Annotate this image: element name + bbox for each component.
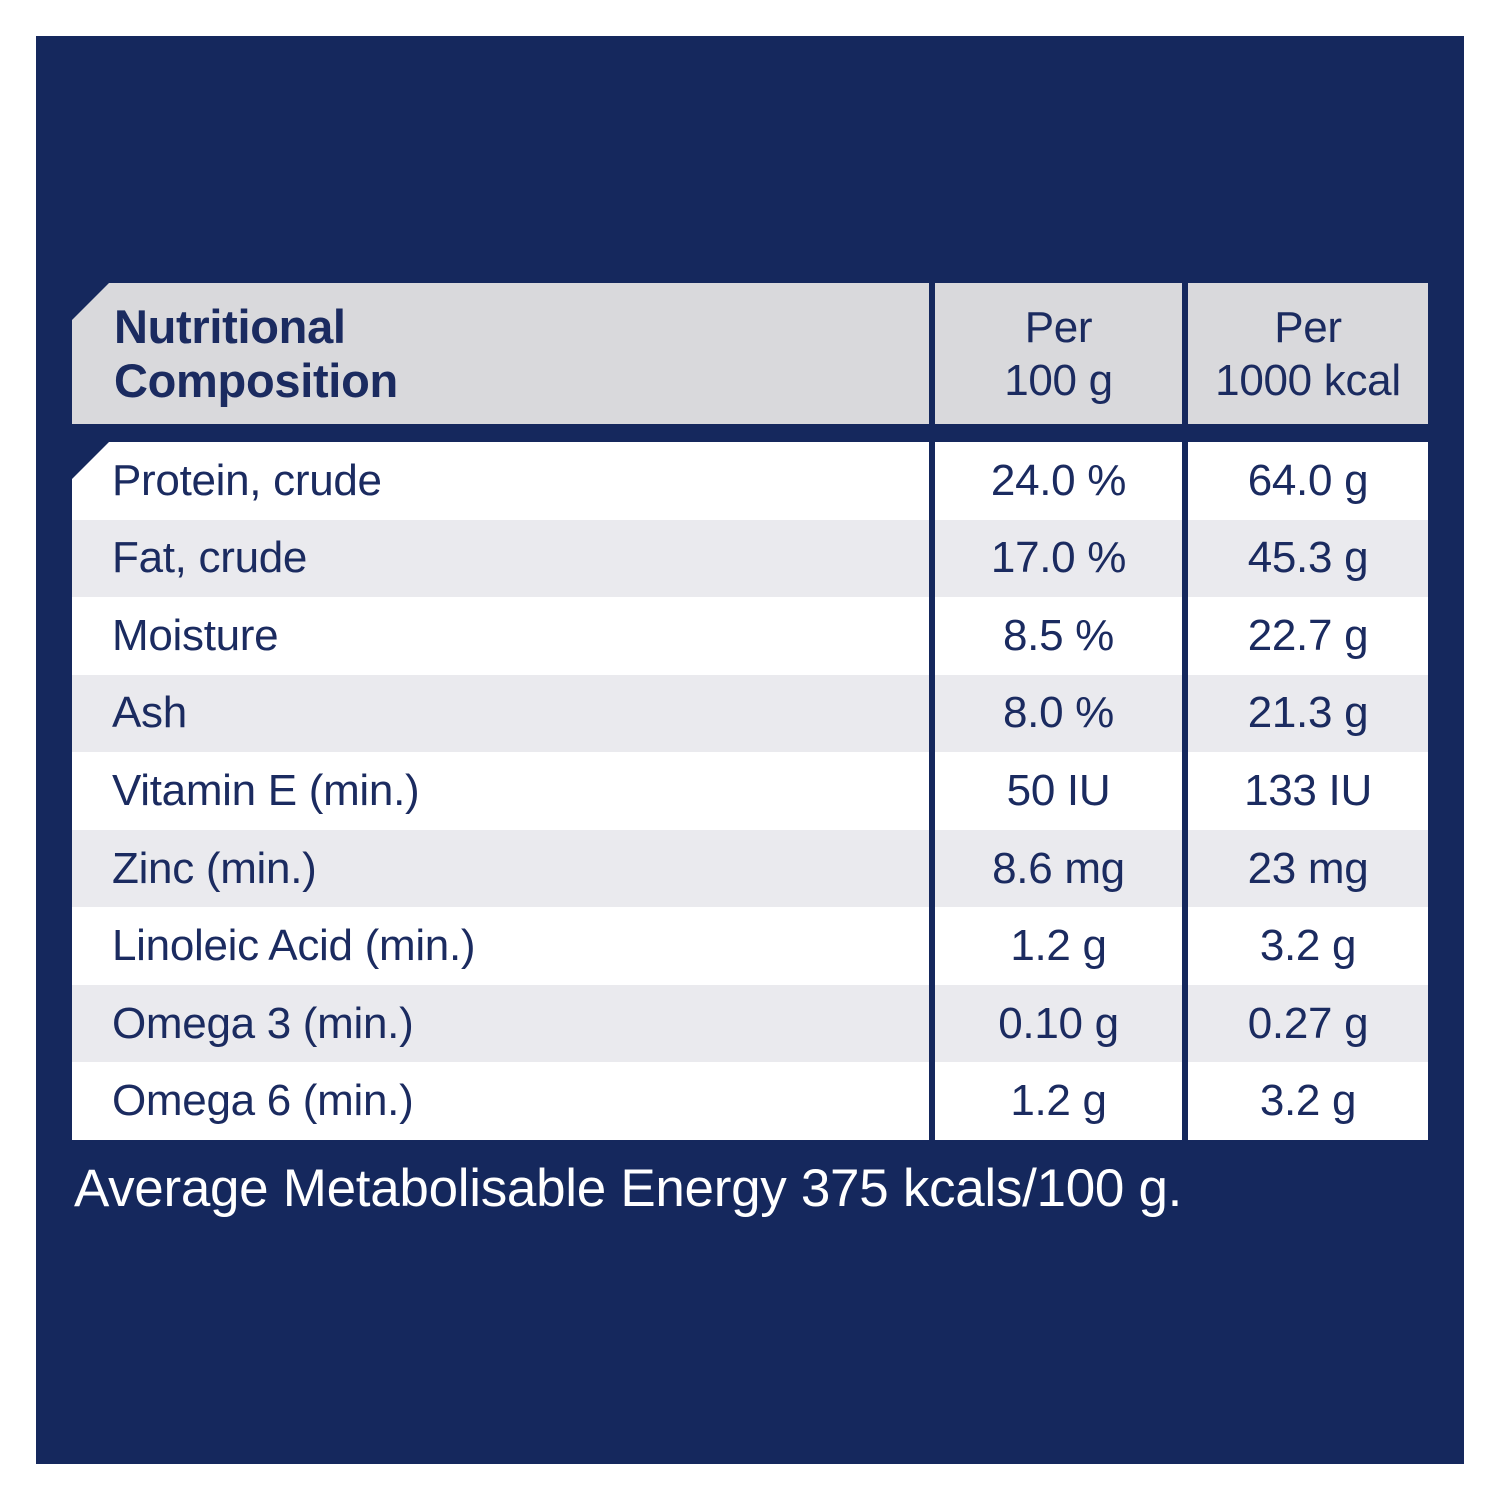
column-divider (1182, 442, 1188, 520)
header-per-1000kcal-cell: Per 1000 kcal (1188, 283, 1428, 424)
table-header: Nutritional Composition Per 100 g Per 10… (72, 283, 1428, 424)
column-divider (1182, 1062, 1188, 1140)
column-divider (1182, 597, 1188, 675)
per-1000kcal-value: 21.3 g (1188, 674, 1428, 753)
table-row: Vitamin E (min.) 50 IU 133 IU (72, 752, 1428, 830)
table-row: Moisture 8.5 % 22.7 g (72, 597, 1428, 675)
per-1000kcal-value: 133 IU (1188, 752, 1428, 830)
nutrient-label: Linoleic Acid (min.) (72, 907, 929, 985)
table-row: Omega 3 (min.) 0.10 g 0.27 g (72, 984, 1428, 1063)
per-1000kcal-value: 0.27 g (1188, 984, 1428, 1063)
per-100g-value: 8.6 mg (935, 829, 1182, 908)
column-divider (929, 442, 935, 520)
per-100g-value: 0.10 g (935, 984, 1182, 1063)
column-divider (1182, 829, 1188, 908)
per-1000kcal-value: 3.2 g (1188, 907, 1428, 985)
nutrient-label: Protein, crude (72, 442, 929, 520)
column-divider (929, 597, 935, 675)
table-row: Omega 6 (min.) 1.2 g 3.2 g (72, 1062, 1428, 1140)
per-100g-value: 1.2 g (935, 907, 1182, 985)
nutrition-panel: Nutritional Composition Per 100 g Per 10… (36, 36, 1464, 1464)
table-row: Linoleic Acid (min.) 1.2 g 3.2 g (72, 907, 1428, 985)
header-per-1000kcal-line1: Per (1274, 302, 1342, 352)
column-divider (1182, 519, 1188, 598)
header-per-100g-line1: Per (1024, 302, 1093, 352)
column-divider (1182, 752, 1188, 830)
column-divider (929, 984, 935, 1063)
header-per-100g-cell: Per 100 g (935, 283, 1182, 424)
header-per-100g-line2: 100 g (1004, 355, 1113, 405)
nutrient-label: Zinc (min.) (72, 829, 929, 908)
column-divider (1182, 984, 1188, 1063)
nutrient-label: Omega 6 (min.) (72, 1062, 929, 1140)
table-row: Protein, crude 24.0 % 64.0 g (72, 442, 1428, 520)
per-100g-value: 8.5 % (935, 597, 1182, 675)
table-row: Zinc (min.) 8.6 mg 23 mg (72, 829, 1428, 908)
nutrient-label: Ash (72, 674, 929, 753)
table-row: Ash 8.0 % 21.3 g (72, 674, 1428, 753)
per-1000kcal-value: 3.2 g (1188, 1062, 1428, 1140)
per-100g-value: 17.0 % (935, 519, 1182, 598)
column-divider (929, 519, 935, 598)
header-title-cell: Nutritional Composition (72, 283, 929, 424)
column-divider (1182, 907, 1188, 985)
energy-note: Average Metabolisable Energy 375 kcals/1… (74, 1159, 1183, 1218)
per-100g-value: 24.0 % (935, 442, 1182, 520)
nutrient-label: Moisture (72, 597, 929, 675)
header-title-line2: Composition (114, 353, 398, 407)
table-row: Fat, crude 17.0 % 45.3 g (72, 519, 1428, 598)
column-divider (1182, 674, 1188, 753)
per-100g-value: 8.0 % (935, 674, 1182, 753)
per-1000kcal-value: 45.3 g (1188, 519, 1428, 598)
column-divider (929, 1062, 935, 1140)
nutrient-label: Fat, crude (72, 519, 929, 598)
nutrient-label: Vitamin E (min.) (72, 752, 929, 830)
per-1000kcal-value: 23 mg (1188, 829, 1428, 908)
column-divider (929, 752, 935, 830)
per-100g-value: 50 IU (935, 752, 1182, 830)
per-100g-value: 1.2 g (935, 1062, 1182, 1140)
table-body: Protein, crude 24.0 % 64.0 g Fat, crude … (72, 442, 1428, 1140)
per-1000kcal-value: 64.0 g (1188, 442, 1428, 520)
header-title-line1: Nutritional (114, 299, 346, 353)
column-divider (929, 283, 935, 424)
header-per-1000kcal-line2: 1000 kcal (1215, 355, 1401, 405)
column-divider (1182, 283, 1188, 424)
column-divider (929, 674, 935, 753)
column-divider (929, 907, 935, 985)
per-1000kcal-value: 22.7 g (1188, 597, 1428, 675)
column-divider (929, 829, 935, 908)
nutrient-label: Omega 3 (min.) (72, 984, 929, 1063)
